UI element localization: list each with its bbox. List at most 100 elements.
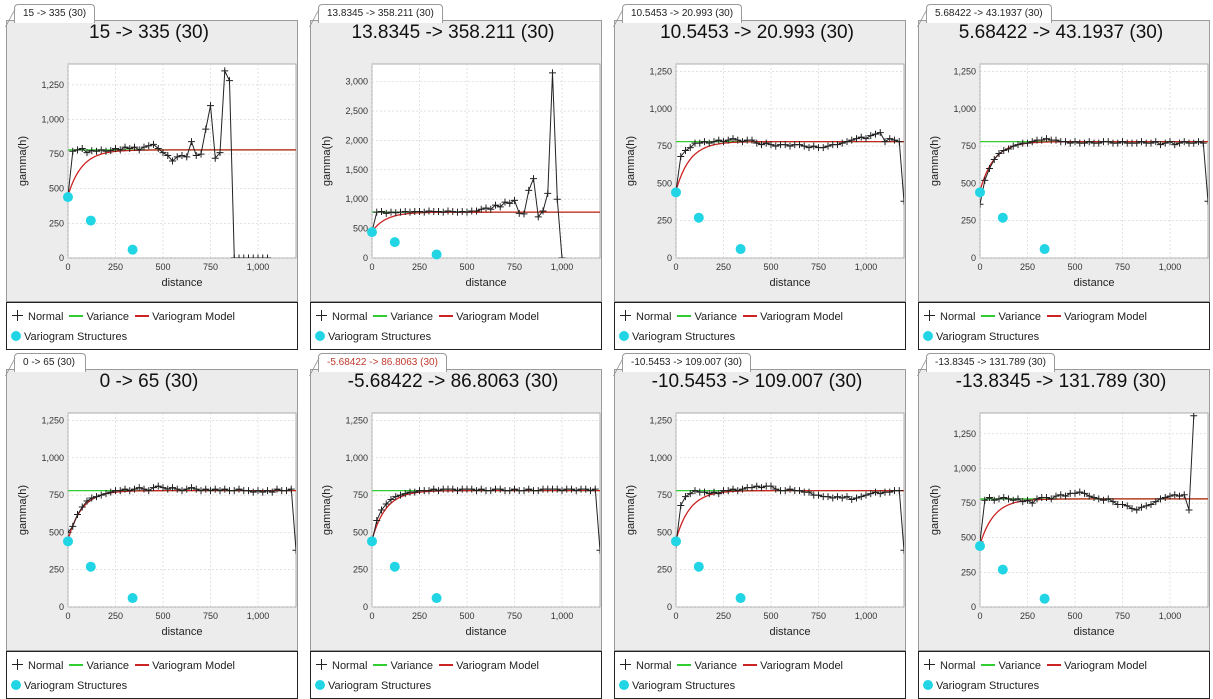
normal-point: [1180, 138, 1188, 146]
normal-point: [197, 150, 205, 158]
normal-point: [444, 207, 452, 215]
normal-point: [126, 145, 134, 153]
y-tick-label: 0: [363, 253, 368, 263]
x-axis-label: distance: [1074, 626, 1115, 638]
y-tick-label: 250: [49, 565, 64, 575]
chart-tab[interactable]: -13.8345 -> 131.789 (30): [926, 353, 1055, 372]
y-tick-label: 0: [59, 253, 64, 263]
normal-point: [159, 484, 167, 492]
chart-tab[interactable]: 15 -> 335 (30): [14, 4, 96, 23]
chart-tab[interactable]: -5.68422 -> 86.8063 (30): [318, 353, 447, 372]
chart-legend: Normal Variance Variogram Model Variogram S…: [918, 302, 1210, 350]
chart-panel: -5.68422 -> 86.8063 (30) -5.68422 -> 86.8…: [304, 353, 602, 699]
normal-point: [857, 493, 865, 501]
chart-tab[interactable]: -10.5453 -> 109.007 (30): [622, 353, 751, 372]
cyan-dot-icon: [923, 680, 933, 690]
normal-point: [758, 484, 765, 492]
y-axis-label: gamma(h): [929, 485, 941, 535]
normal-point: [406, 208, 414, 216]
legend-label: Normal: [28, 311, 64, 323]
x-tick-label: 0: [977, 611, 982, 621]
normal-point: [506, 199, 514, 207]
normal-point: [729, 135, 737, 143]
legend-label: Variance: [694, 660, 738, 672]
legend-item-normal: Normal: [315, 309, 367, 325]
normal-point: [254, 487, 262, 495]
normal-point: [876, 490, 884, 498]
chart-tab[interactable]: 13.8345 -> 358.211 (30): [318, 4, 443, 23]
normal-point: [268, 488, 276, 496]
normal-point: [292, 546, 296, 554]
normal-point: [682, 493, 689, 501]
legend-row: Normal Variance Variogram Model: [315, 309, 545, 325]
x-tick-label: 750: [1115, 611, 1130, 621]
normal-point: [1043, 135, 1050, 143]
normal-point: [259, 254, 267, 258]
legend-item-normal: Normal: [923, 309, 975, 325]
normal-point: [397, 491, 404, 499]
y-tick-label: 1,000: [649, 104, 672, 114]
normal-point: [126, 487, 134, 495]
normal-series-line: [980, 415, 1195, 542]
normal-point: [378, 506, 385, 514]
legend-item-structures: Variogram Structures: [619, 678, 735, 694]
normal-point: [1028, 138, 1036, 146]
chart-tab[interactable]: 5.68422 -> 43.1937 (30): [926, 4, 1052, 23]
normal-point: [724, 487, 732, 495]
normal-point: [1028, 499, 1036, 507]
x-tick-label: 1,000: [551, 611, 574, 621]
chart-title: 10.5453 -> 20.993 (30): [660, 22, 854, 43]
normal-point: [1142, 502, 1150, 510]
x-tick-label: 0: [369, 262, 374, 272]
y-tick-label: 1,250: [953, 429, 976, 439]
normal-point: [93, 147, 100, 155]
normal-point: [786, 142, 794, 150]
chart-panel: 13.8345 -> 358.211 (30) 13.8345 -> 358.21…: [304, 4, 602, 350]
normal-point: [1157, 141, 1164, 149]
normal-point: [1176, 139, 1183, 147]
x-tick-label: 750: [507, 262, 522, 272]
normal-point: [772, 485, 780, 493]
chart-panel: -13.8345 -> 131.789 (30) -13.8345 -> 131.…: [912, 353, 1210, 699]
legend-item-structures: Variogram Structures: [315, 678, 431, 694]
red-line-icon: [743, 659, 758, 671]
chart-title: -5.68422 -> 86.8063 (30): [347, 371, 559, 392]
legend-item-variance: Variance: [373, 658, 433, 674]
normal-point: [881, 138, 889, 146]
normal-point: [496, 485, 504, 493]
normal-point: [710, 138, 718, 146]
normal-point: [781, 487, 789, 495]
normal-point: [240, 254, 248, 258]
x-axis-label: distance: [466, 626, 507, 638]
y-tick-label: 1,250: [41, 80, 64, 90]
normal-point: [69, 522, 77, 530]
y-tick-label: 750: [657, 490, 672, 500]
normal-point: [1190, 413, 1198, 420]
normal-point: [834, 493, 841, 501]
normal-point: [97, 146, 105, 154]
variogram-structure-point: [389, 561, 400, 572]
normal-point: [1066, 139, 1074, 147]
normal-point: [705, 139, 713, 147]
normal-point: [886, 135, 894, 143]
chart-tab[interactable]: 0 -> 65 (30): [14, 353, 86, 372]
normal-point: [1090, 494, 1098, 502]
y-tick-label: 0: [363, 602, 368, 612]
normal-point: [824, 142, 832, 150]
normal-point: [496, 203, 504, 211]
normal-point: [373, 208, 381, 216]
y-axis-label: gamma(h): [321, 485, 333, 535]
chart-tab[interactable]: 10.5453 -> 20.993 (30): [622, 4, 743, 23]
y-tick-label: 2,000: [345, 135, 368, 145]
normal-point: [1100, 496, 1107, 504]
variogram-plot: 0 250 500 750 1,000 1,250 0 250 500 750 1,000 dista…: [929, 412, 1209, 638]
chart-legend: Normal Variance Variogram Model Variogram S…: [918, 651, 1210, 699]
normal-point: [83, 149, 91, 157]
normal-point: [886, 488, 894, 496]
normal-point: [226, 77, 233, 85]
legend-row: Normal Variance Variogram Model: [11, 658, 241, 674]
normal-point: [729, 485, 737, 493]
green-line-icon: [677, 310, 692, 322]
chart-panel: 5.68422 -> 43.1937 (30) 5.68422 -> 43.193…: [912, 4, 1210, 350]
normal-point: [701, 138, 708, 146]
